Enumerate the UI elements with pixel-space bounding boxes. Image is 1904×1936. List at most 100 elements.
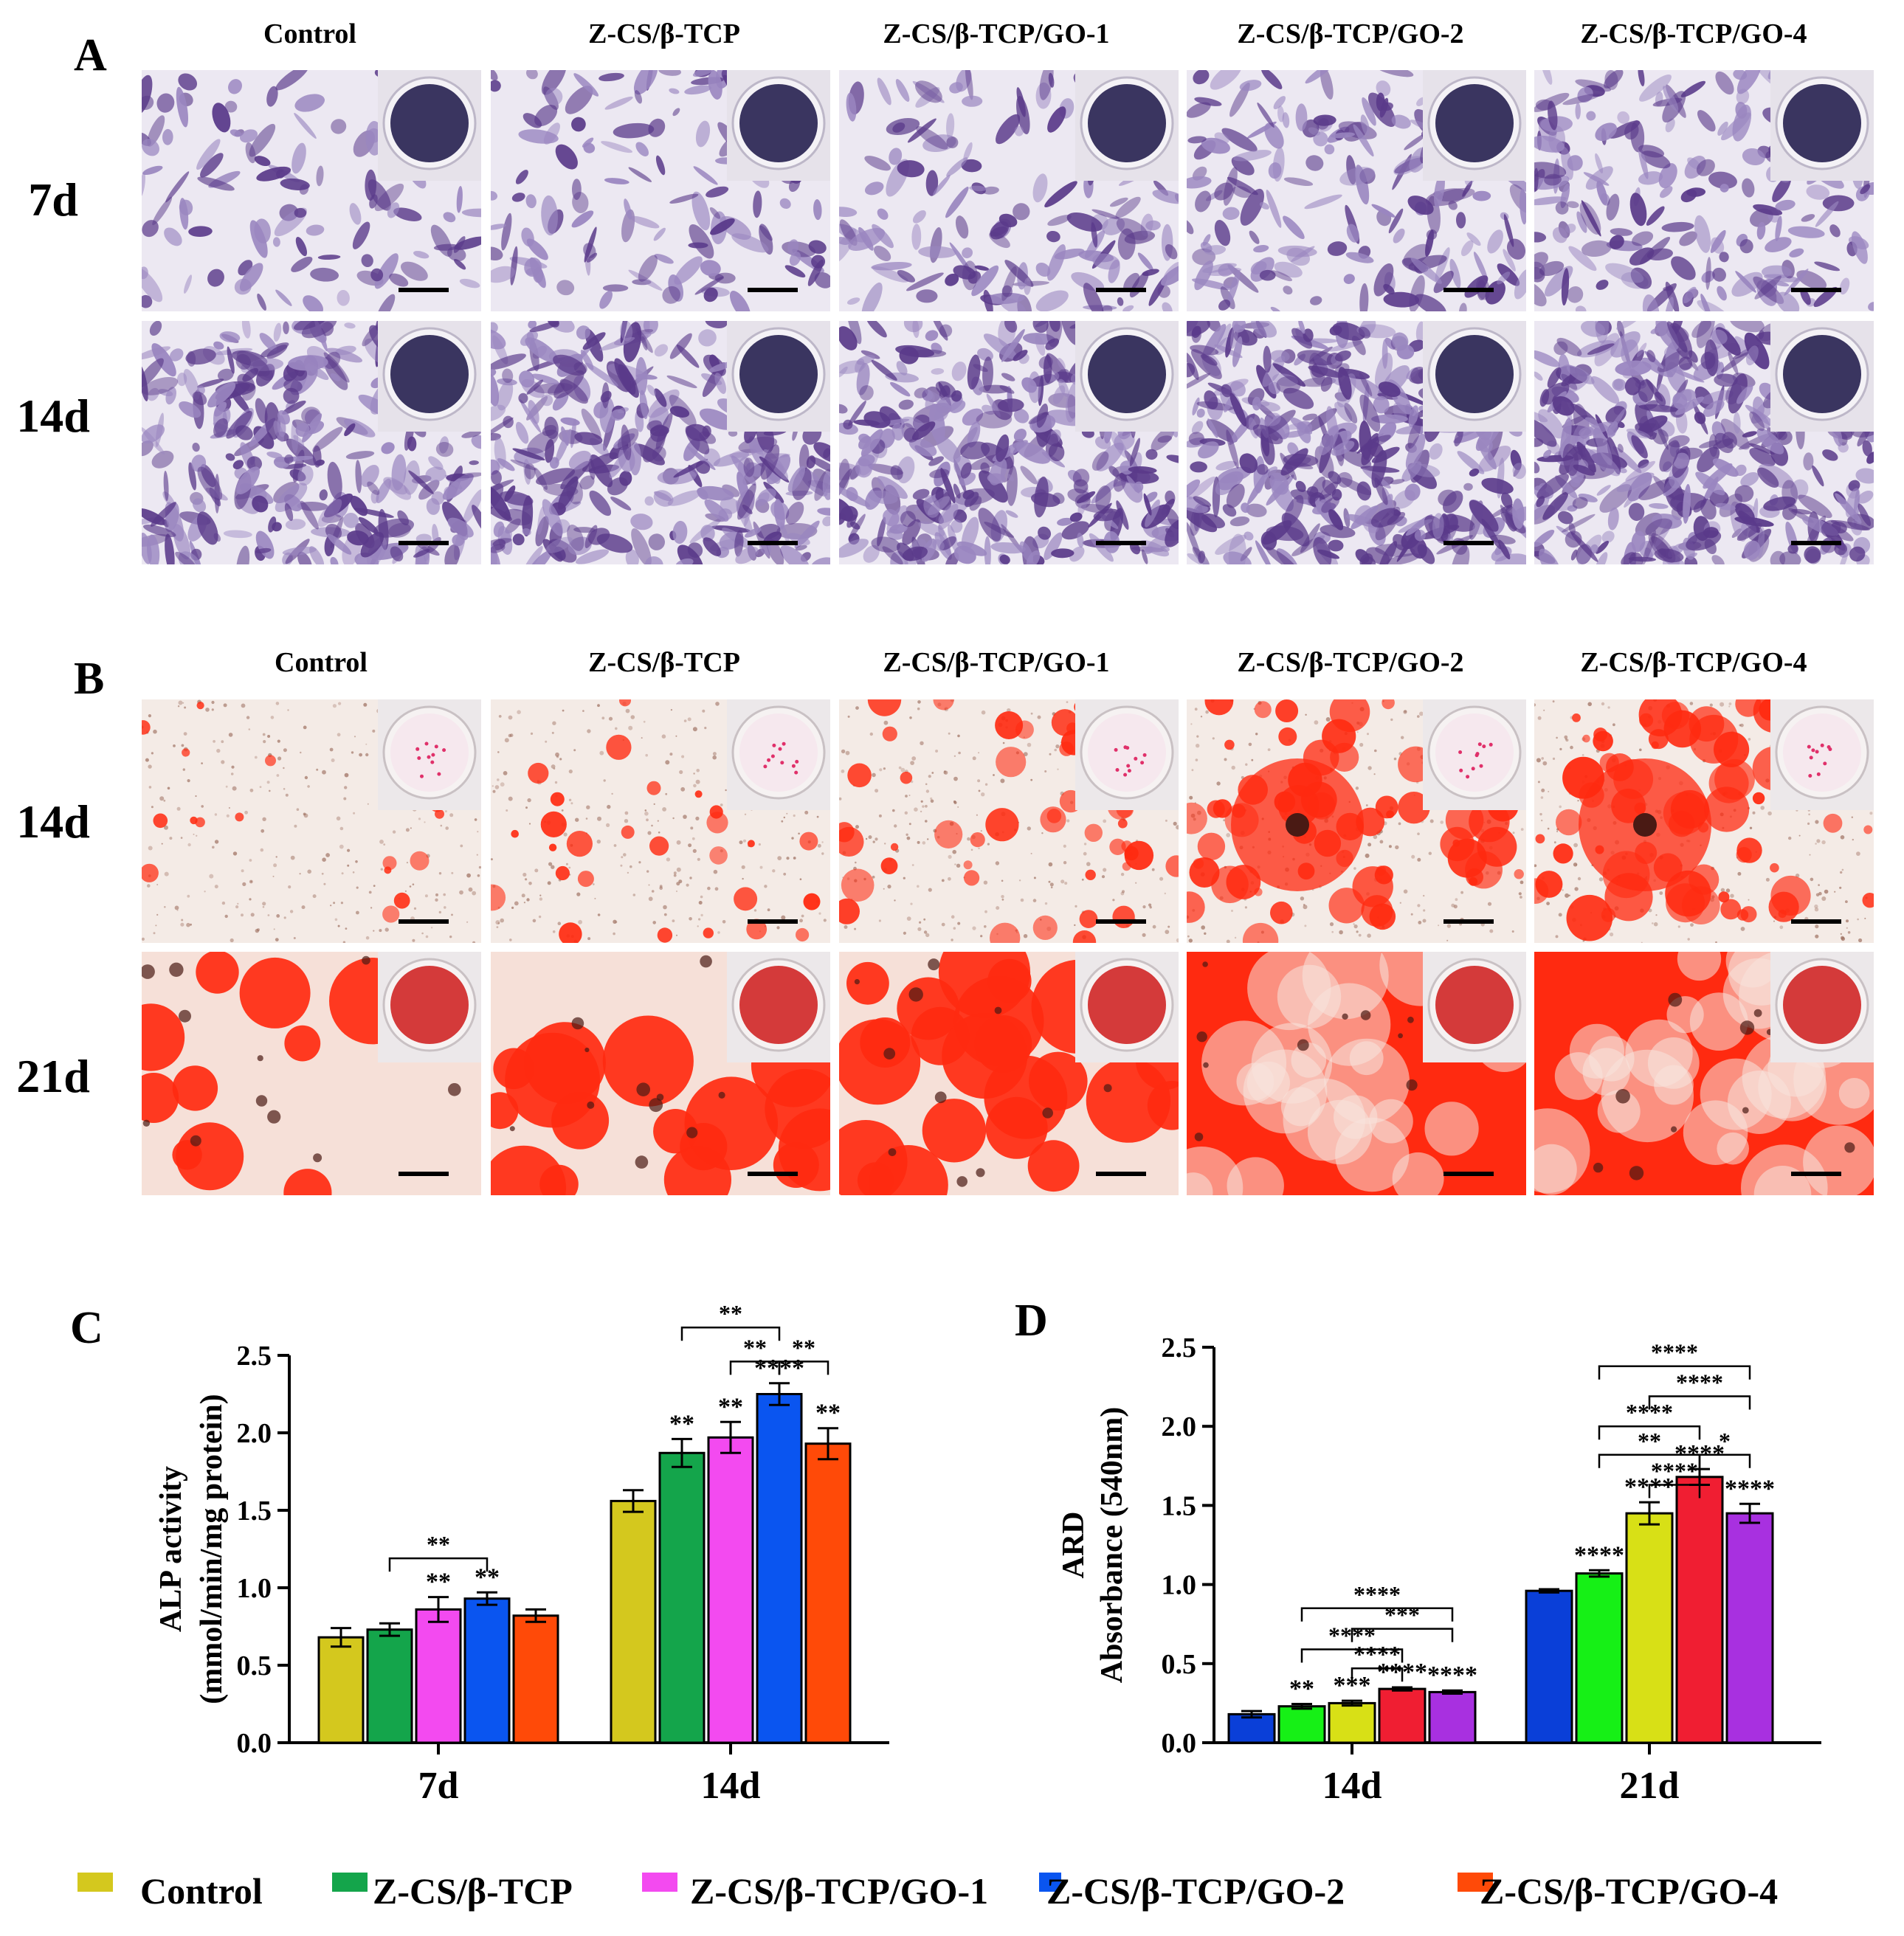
- scale-bar: [1096, 919, 1146, 924]
- y-axis-label-units: Absorbance (540nm): [1095, 1407, 1129, 1684]
- speckle: [424, 894, 428, 898]
- stained-cell: [1334, 401, 1353, 423]
- stained-cell: [1664, 297, 1674, 311]
- stained-cell: [1565, 530, 1582, 548]
- stained-cell: [1478, 446, 1511, 472]
- stained-cell: [1145, 449, 1158, 460]
- stained-cell: [1283, 286, 1293, 295]
- stained-cell: [1798, 494, 1832, 519]
- stained-cell: [1829, 224, 1841, 238]
- speckle: [563, 832, 568, 837]
- speckle: [1112, 899, 1115, 902]
- speckle: [424, 821, 426, 823]
- speckle: [821, 841, 824, 843]
- stained-cell: [387, 202, 400, 218]
- speckle: [293, 937, 296, 939]
- stained-cell: [1221, 384, 1232, 398]
- stained-cell: [1038, 526, 1052, 540]
- speckle: [221, 740, 224, 744]
- speckle: [181, 744, 184, 747]
- dish-stain-spot: [1114, 747, 1118, 752]
- stained-cell: [1834, 542, 1847, 556]
- stained-cell: [1590, 376, 1620, 404]
- speckle: [841, 749, 846, 754]
- alizarin-micrograph-14d-1: [491, 699, 830, 943]
- stained-cell: [914, 387, 928, 398]
- stained-cell: [886, 117, 920, 136]
- speckle: [1779, 925, 1784, 930]
- stained-cell: [787, 533, 810, 545]
- stained-cell: [541, 195, 558, 236]
- stained-cell: [1568, 246, 1597, 272]
- stained-cell: [282, 547, 317, 556]
- stained-cell: [471, 435, 481, 449]
- stained-cell: [212, 103, 231, 133]
- stained-cell: [541, 394, 553, 407]
- significance-marker: ****: [1574, 1541, 1624, 1569]
- speckle: [917, 700, 921, 704]
- speckle: [565, 862, 568, 865]
- speckle: [266, 781, 270, 784]
- stained-cell: [1646, 206, 1665, 226]
- significance-marker: **: [669, 1410, 694, 1437]
- stained-cell: [491, 70, 498, 81]
- speckle: [957, 922, 961, 925]
- speckle: [491, 785, 494, 787]
- speckle: [786, 812, 788, 815]
- stained-cell: [1187, 479, 1201, 499]
- dish-stain-spot: [417, 756, 421, 760]
- stained-cell: [1096, 442, 1124, 471]
- stained-cell: [1715, 502, 1736, 511]
- speckle: [173, 744, 176, 747]
- stained-cell: [1043, 354, 1052, 384]
- stained-cell: [1187, 495, 1208, 514]
- speckle: [1856, 851, 1860, 856]
- stained-cell: [1665, 342, 1680, 377]
- stained-cell: [1314, 446, 1334, 479]
- stained-cell: [1779, 551, 1801, 564]
- stained-cell: [347, 530, 369, 546]
- speckle: [847, 715, 850, 718]
- stained-cell: [589, 490, 612, 516]
- speckle: [887, 885, 891, 889]
- stained-cell: [1464, 275, 1489, 298]
- speckle: [244, 810, 248, 815]
- stained-cell: [1001, 373, 1015, 381]
- speckle: [494, 785, 500, 789]
- stained-cell: [228, 79, 242, 94]
- speckle: [182, 768, 185, 771]
- stained-cell: [192, 498, 207, 513]
- stained-cell: [1252, 424, 1283, 445]
- stained-cell: [1259, 269, 1276, 281]
- stained-cell: [1734, 485, 1754, 502]
- speckle: [514, 901, 519, 906]
- speckle: [147, 884, 151, 888]
- stained-cell: [1035, 334, 1046, 356]
- speckle: [1066, 819, 1070, 823]
- x-tick-label-7d: 7d: [418, 1765, 459, 1807]
- stained-cell: [1500, 505, 1517, 531]
- stained-cell: [839, 207, 858, 218]
- speckle: [180, 922, 184, 927]
- speckle: [1390, 718, 1393, 722]
- stained-cell: [814, 272, 830, 288]
- speckle: [451, 913, 453, 916]
- stained-cell: [951, 390, 962, 402]
- stained-cell: [1542, 491, 1569, 520]
- legend-swatch: [332, 1873, 368, 1892]
- stained-cell: [266, 345, 288, 359]
- speckle: [925, 789, 930, 793]
- mineral-nodule: [528, 762, 549, 784]
- speckle: [156, 913, 159, 916]
- stained-cell: [1552, 227, 1567, 243]
- speckle: [267, 735, 271, 738]
- speckle: [250, 880, 252, 882]
- unstained-gap: [1227, 1157, 1284, 1195]
- stained-cell: [1425, 229, 1434, 257]
- speckle: [928, 775, 931, 778]
- stained-cell: [1686, 187, 1706, 197]
- speckle: [228, 733, 233, 737]
- stained-cell: [1207, 321, 1221, 332]
- mineral-nodule: [493, 1048, 534, 1090]
- stained-cell: [235, 425, 253, 440]
